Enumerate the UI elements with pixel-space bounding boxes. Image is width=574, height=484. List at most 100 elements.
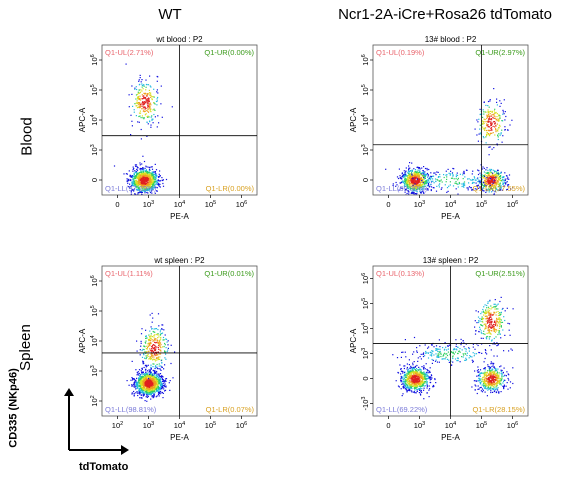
event-dot	[495, 314, 497, 316]
event-dot	[149, 388, 151, 390]
event-dot	[489, 184, 491, 187]
event-dot	[147, 100, 149, 102]
event-dot	[160, 390, 162, 392]
event-dot	[500, 175, 502, 177]
event-dot	[151, 378, 153, 380]
event-dot	[410, 385, 412, 387]
event-dot	[136, 101, 138, 104]
event-dot	[153, 174, 155, 176]
event-dot	[138, 177, 140, 179]
event-dot	[144, 182, 146, 185]
event-dot	[152, 187, 154, 189]
event-dot	[153, 380, 155, 382]
event-dot	[407, 184, 409, 187]
event-dot	[455, 182, 457, 184]
event-dot	[443, 176, 445, 179]
event-dot	[146, 103, 148, 105]
event-dot	[426, 379, 428, 381]
event-dot	[135, 102, 137, 104]
event-dot	[407, 178, 409, 180]
event-dot	[148, 340, 150, 342]
event-dot	[148, 379, 150, 381]
event-dot	[146, 121, 148, 123]
event-dot	[138, 187, 140, 189]
event-dot	[142, 363, 144, 365]
event-dot	[150, 348, 153, 350]
event-dot	[488, 319, 490, 321]
event-dot	[136, 183, 138, 185]
event-dot	[395, 380, 397, 382]
event-dot	[498, 124, 500, 126]
event-dot	[417, 169, 419, 171]
event-dot	[141, 379, 143, 381]
event-dot	[155, 365, 157, 367]
event-dot	[157, 342, 159, 344]
event-dot	[155, 366, 157, 369]
event-dot	[486, 183, 488, 185]
event-dot	[151, 118, 153, 120]
event-dot	[140, 389, 142, 391]
event-dot	[459, 183, 461, 185]
event-dot	[153, 395, 155, 397]
x-tick-label: 0	[115, 200, 119, 209]
event-dot	[499, 313, 501, 316]
event-dot	[136, 189, 138, 191]
event-dot	[147, 384, 149, 386]
event-dot	[484, 128, 486, 130]
event-dot	[156, 357, 158, 359]
event-dot	[135, 105, 137, 107]
event-dot	[151, 388, 153, 390]
event-dot	[408, 373, 410, 375]
event-dot	[149, 75, 151, 77]
event-dot	[462, 184, 464, 186]
event-dot	[136, 391, 138, 393]
event-dot	[145, 335, 147, 337]
event-dot	[146, 375, 148, 377]
event-dot	[159, 334, 161, 336]
event-dot	[161, 388, 163, 390]
event-dot	[415, 368, 418, 370]
event-dot	[411, 162, 413, 164]
event-dot	[141, 108, 143, 110]
event-dot	[163, 339, 165, 341]
event-dot	[412, 174, 414, 176]
event-dot	[412, 381, 414, 383]
event-dot	[157, 333, 159, 335]
event-dot	[488, 338, 490, 340]
event-dot	[156, 375, 158, 377]
event-dot	[154, 347, 156, 349]
event-dot	[490, 322, 492, 324]
event-dot	[153, 395, 155, 397]
event-dot	[137, 95, 140, 98]
event-dot	[140, 397, 142, 399]
event-dot	[423, 389, 425, 391]
quadrant-label-lr: Q1-LR(0.07%)	[206, 405, 255, 414]
event-dot	[150, 350, 152, 352]
event-dot	[413, 178, 415, 180]
event-dot	[482, 128, 484, 130]
event-dot	[150, 358, 152, 360]
event-dot	[154, 103, 156, 105]
event-dot	[130, 193, 132, 195]
event-dot	[156, 341, 158, 344]
event-dot	[491, 111, 493, 113]
event-dot	[165, 338, 168, 340]
event-dot	[150, 341, 152, 343]
event-dot	[405, 384, 408, 386]
event-dot	[156, 380, 158, 383]
event-dot	[505, 115, 507, 118]
event-dot	[152, 180, 155, 182]
event-dot	[495, 305, 497, 307]
event-dot	[423, 175, 425, 177]
event-dot	[158, 373, 160, 375]
event-dot	[449, 181, 451, 183]
event-dot	[139, 177, 141, 179]
event-dot	[138, 115, 140, 118]
event-dot	[485, 325, 487, 327]
event-dot	[493, 313, 495, 315]
event-dot	[403, 371, 405, 373]
event-dot	[147, 377, 150, 379]
event-dot	[126, 173, 128, 175]
event-dot	[146, 116, 148, 118]
event-dot	[156, 187, 158, 189]
